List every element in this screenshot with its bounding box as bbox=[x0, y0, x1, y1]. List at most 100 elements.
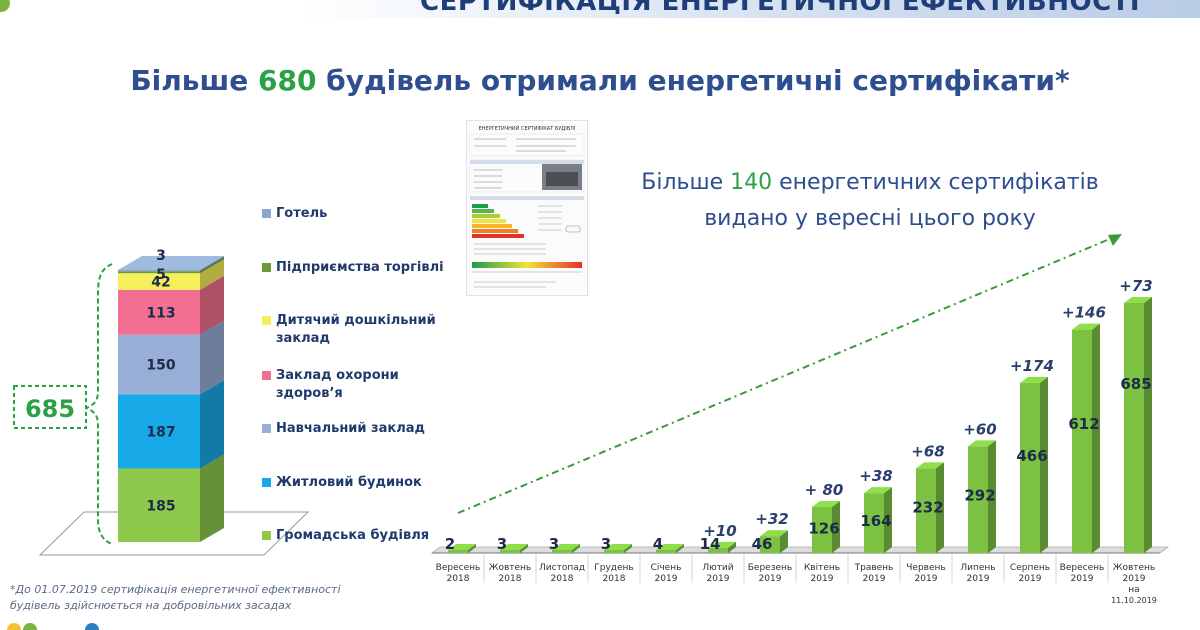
increment-label: +60 bbox=[963, 420, 996, 438]
x-tick-label: на bbox=[1128, 585, 1139, 595]
bar-value-label: 3 bbox=[549, 535, 559, 553]
certificate-title: ЕНЕРГЕТИЧНИЙ СЕРТИФІКАТ БУДІВЛІ bbox=[479, 125, 576, 132]
stack-segment bbox=[118, 468, 200, 542]
bar bbox=[656, 550, 676, 553]
increment-label: +38 bbox=[859, 467, 892, 485]
bar-side bbox=[936, 462, 944, 553]
bar-value-label: 46 bbox=[752, 535, 773, 553]
header-title: СЕРТИФІКАЦІЯ ЕНЕРГЕТИЧНОЇ ЕФЕКТИВНОСТІ bbox=[420, 0, 1141, 17]
bar-top bbox=[1124, 297, 1152, 303]
bar-side bbox=[1144, 297, 1152, 553]
bar-top bbox=[552, 544, 580, 550]
footer-logo-icon bbox=[7, 623, 99, 630]
x-tick-label: 2019 bbox=[1123, 574, 1146, 584]
x-tick-label: 2019 bbox=[863, 574, 886, 584]
bar-top bbox=[708, 541, 736, 548]
bar-top bbox=[500, 544, 528, 550]
bar bbox=[448, 550, 468, 553]
bar-side bbox=[832, 501, 840, 553]
increment-label: +174 bbox=[1010, 357, 1054, 375]
legend-swatch bbox=[262, 263, 271, 272]
legend-swatch bbox=[262, 424, 271, 433]
legend-swatch bbox=[262, 371, 271, 380]
x-tick-label: Січень bbox=[651, 563, 682, 573]
x-tick-label: 2019 bbox=[915, 574, 938, 584]
logo-icon bbox=[0, 0, 10, 12]
headline-part2: будівель отримали енергетичні сертифікат… bbox=[316, 64, 1070, 97]
legend-label: Житловий будинок bbox=[276, 475, 422, 490]
subtitle-line2: видано у вересні цього року bbox=[704, 206, 1036, 231]
x-tick-label: Вересень bbox=[436, 563, 481, 573]
bar-top bbox=[1072, 323, 1100, 330]
bar-top bbox=[968, 440, 996, 447]
stack-segment-side bbox=[200, 320, 224, 395]
legend-label: Навчальний заклад bbox=[276, 421, 425, 436]
increment-label: +32 bbox=[755, 510, 788, 528]
footnote-line1: *До 01.07.2019 сертифікація енергетичної… bbox=[10, 583, 341, 596]
total-bracket bbox=[82, 263, 113, 545]
header-bar: СЕРТИФІКАЦІЯ ЕНЕРГЕТИЧНОЇ ЕФЕКТИВНОСТІ bbox=[0, 0, 1200, 18]
x-tick-label: Липень bbox=[960, 563, 995, 573]
legend-label: Заклад охорони здоров’я bbox=[276, 368, 399, 401]
increment-label: +68 bbox=[911, 442, 944, 460]
x-tick-label: 2019 bbox=[1019, 574, 1042, 584]
bar bbox=[864, 493, 884, 553]
bar-top bbox=[448, 544, 476, 550]
axis-floor bbox=[430, 546, 1170, 554]
bar bbox=[552, 550, 572, 553]
x-tick-label: Серпень bbox=[1010, 563, 1050, 573]
x-tick-label: Червень bbox=[906, 563, 945, 573]
x-tick-label: 2019 bbox=[811, 574, 834, 584]
stack-segment bbox=[118, 289, 200, 335]
legend-swatch bbox=[262, 209, 271, 218]
x-tick-label: Жовтень bbox=[1113, 563, 1155, 573]
certificate-thumbnail: ЕНЕРГЕТИЧНИЙ СЕРТИФІКАТ БУДІВЛІ bbox=[466, 120, 588, 296]
x-tick-label: 11.10.2019 bbox=[1111, 596, 1157, 605]
bar-value-label: 685 bbox=[1120, 375, 1151, 393]
stack-value-label: 42 bbox=[151, 275, 170, 291]
bar-value-label: 126 bbox=[808, 520, 839, 538]
bar bbox=[812, 507, 832, 553]
bar-value-label: 466 bbox=[1016, 447, 1047, 465]
x-tick-label: Вересень bbox=[1060, 563, 1105, 573]
stack-segment bbox=[118, 271, 200, 274]
stack-segment-side bbox=[200, 454, 224, 542]
stack-segment-side bbox=[200, 259, 224, 290]
bar-value-label: 2 bbox=[445, 535, 455, 553]
legend-label: Підприємства торгівлі bbox=[276, 260, 444, 275]
x-tick-label: 2019 bbox=[655, 574, 678, 584]
bar bbox=[916, 468, 936, 553]
increment-label: +73 bbox=[1119, 277, 1152, 295]
bar-side bbox=[572, 544, 580, 553]
bar-value-label: 4 bbox=[653, 535, 663, 553]
bar-side bbox=[624, 544, 632, 553]
stack-segment-side bbox=[200, 256, 224, 272]
subtitle-line1: Більше 140 енергетичних сертифікатів bbox=[620, 165, 1120, 201]
headline: Більше 680 будівель отримали енергетичні… bbox=[0, 64, 1200, 97]
bar bbox=[1124, 303, 1144, 553]
bar-top bbox=[760, 530, 788, 537]
legend-label: Готель bbox=[276, 206, 328, 221]
bar-value-label: 292 bbox=[964, 486, 995, 504]
headline-part1: Більше bbox=[130, 64, 258, 97]
x-tick-label: 2019 bbox=[1071, 574, 1094, 584]
bar bbox=[708, 547, 728, 553]
stack-segment bbox=[118, 394, 200, 469]
x-tick-label: Березень bbox=[748, 563, 792, 573]
x-tick-label: Травень bbox=[854, 563, 894, 573]
x-tick-label: 2019 bbox=[759, 574, 782, 584]
legend-label: Дитячий дошкільний заклад bbox=[276, 313, 436, 346]
stack-segment bbox=[118, 334, 200, 395]
subtitle-number: 140 bbox=[730, 170, 773, 195]
stacked-chart: 185 187 150 113 425 3 685 bbox=[13, 248, 310, 556]
headline-number: 680 bbox=[257, 64, 317, 97]
x-tick-label: Лютий bbox=[702, 563, 733, 573]
trend-arrow-head bbox=[1108, 234, 1122, 246]
total-value: 685 bbox=[25, 395, 75, 423]
bar-side bbox=[884, 487, 892, 553]
increment-label: +10 bbox=[703, 522, 736, 540]
footnote: *До 01.07.2019 сертифікація енергетичної… bbox=[10, 582, 430, 614]
increment-label: +146 bbox=[1062, 304, 1106, 322]
bar-side bbox=[1092, 323, 1100, 553]
